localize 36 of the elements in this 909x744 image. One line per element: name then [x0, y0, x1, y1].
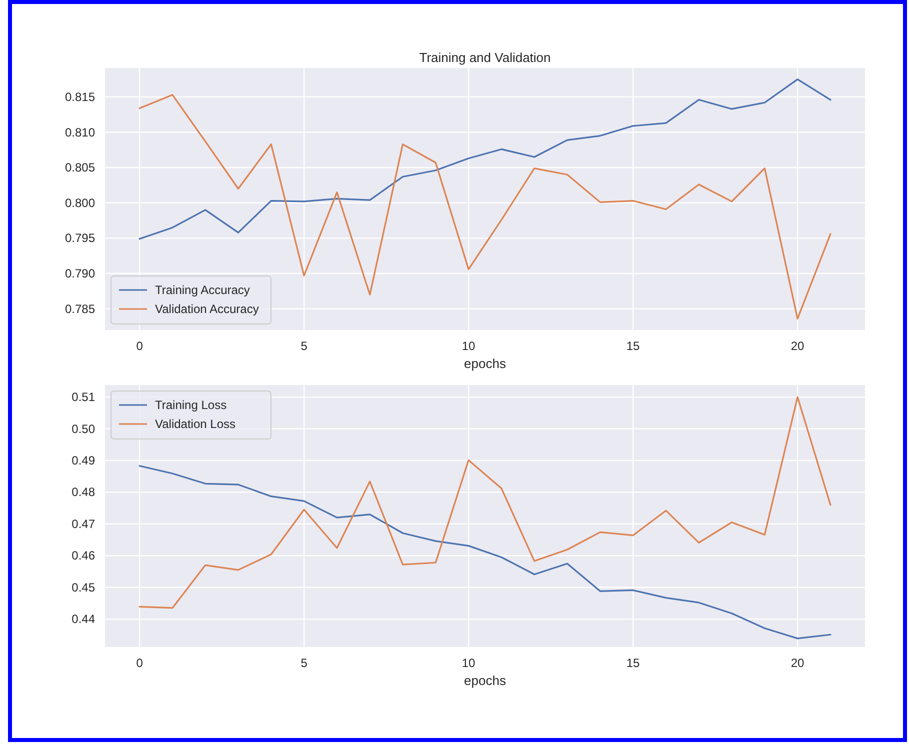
y-tick-label: 0.805 — [64, 160, 96, 175]
x-tick-label: 5 — [300, 656, 308, 670]
y-tick-label: 0.50 — [72, 422, 96, 436]
legend-label: Validation Accuracy — [155, 302, 259, 316]
x-tick-label: 0 — [136, 339, 144, 353]
y-tick-label: 0.795 — [64, 231, 96, 246]
line-series — [138, 78, 832, 240]
x-tick-label: 5 — [300, 339, 308, 353]
x-tick-label: 0 — [136, 656, 144, 670]
y-tick-label: 0.46 — [72, 548, 96, 563]
y-tick-label: 0.45 — [72, 580, 96, 594]
y-tick-label: 0.785 — [64, 302, 96, 316]
y-tick-label: 0.47 — [72, 516, 96, 531]
line-series — [138, 94, 832, 320]
x-tick-label: 15 — [626, 339, 640, 353]
x-axis-title: epochs — [464, 673, 506, 688]
y-tick-label: 0.815 — [64, 90, 96, 104]
y-tick-label: 0.810 — [64, 125, 96, 140]
legend-label: Validation Loss — [155, 417, 236, 431]
y-tick-label: 0.800 — [64, 196, 96, 210]
y-tick-label: 0.49 — [72, 453, 96, 468]
chart-title: Training and Validation — [419, 50, 551, 65]
y-tick-label: 0.790 — [64, 266, 96, 281]
x-tick-label: 20 — [790, 656, 805, 670]
line-series — [138, 465, 832, 640]
y-tick-label: 0.48 — [72, 485, 96, 500]
y-tick-label: 0.44 — [72, 612, 96, 626]
x-tick-label: 10 — [462, 656, 476, 670]
x-tick-label: 15 — [626, 656, 640, 670]
x-tick-label: 20 — [790, 339, 805, 353]
line-series — [138, 396, 832, 609]
legend-label: Training Loss — [155, 398, 227, 412]
y-tick-label: 0.51 — [72, 390, 96, 404]
x-tick-label: 10 — [462, 339, 476, 353]
legend-label: Training Accuracy — [155, 283, 250, 297]
x-axis-title: epochs — [464, 356, 506, 371]
